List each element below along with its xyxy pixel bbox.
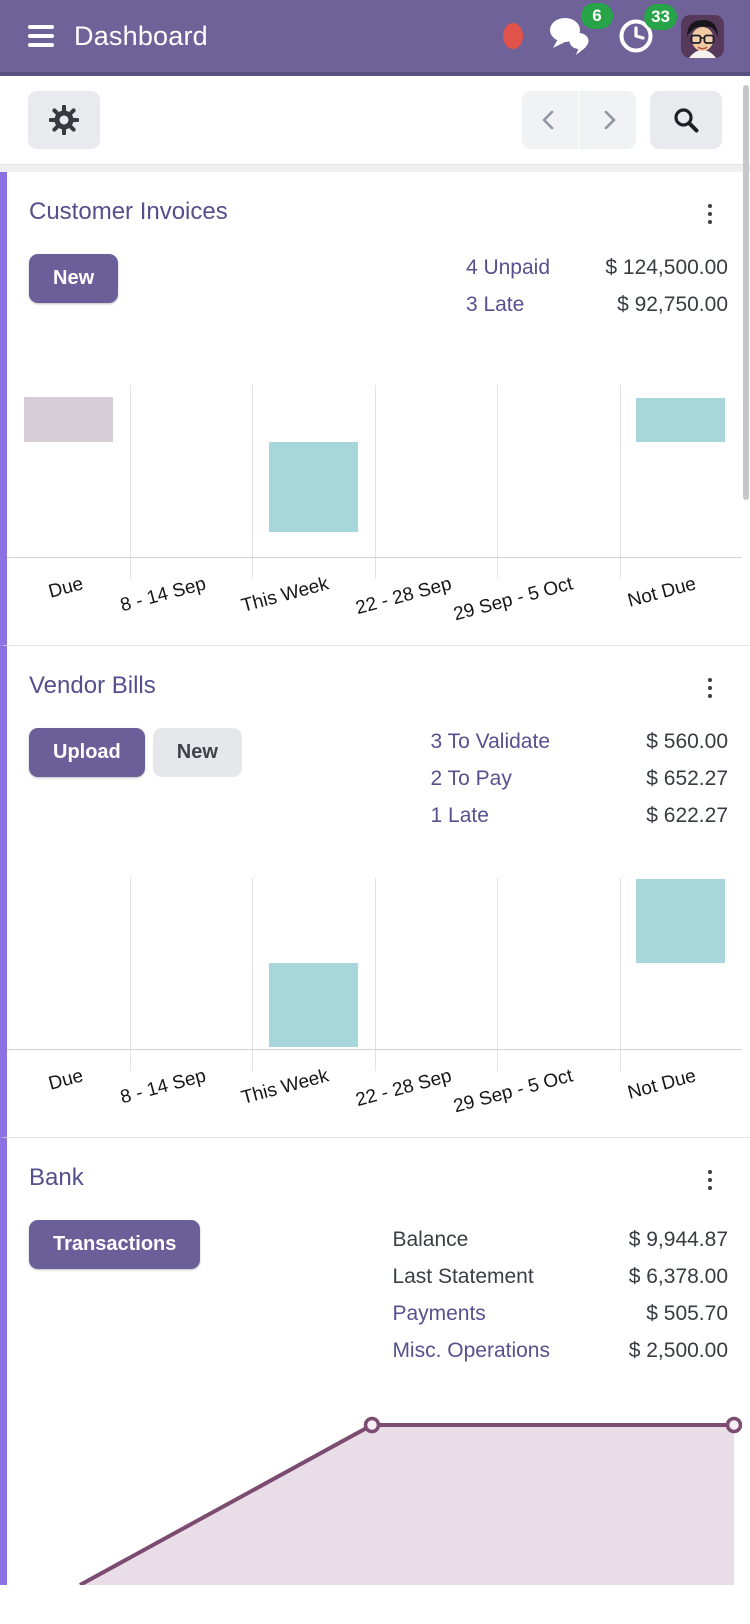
chart-x-label: This Week: [238, 573, 331, 617]
new-invoice-button[interactable]: New: [29, 254, 119, 303]
chart-bar[interactable]: [269, 963, 358, 1047]
to-validate-amount: $ 560.00: [646, 730, 728, 753]
chevron-left-icon: [542, 110, 554, 130]
messages-button[interactable]: 6: [547, 3, 613, 57]
chart-x-label: 29 Sep - 5 Oct: [451, 1065, 576, 1118]
last-statement-amount: $ 6,378.00: [628, 1265, 728, 1288]
pager-next-button[interactable]: [579, 91, 636, 149]
late-link[interactable]: 3 Late: [465, 293, 525, 316]
chart-x-label: 29 Sep - 5 Oct: [451, 573, 576, 626]
top-bar: Dashboard 6 33: [0, 0, 750, 76]
transactions-button[interactable]: Transactions: [29, 1220, 201, 1269]
chart-bar[interactable]: [636, 879, 725, 963]
chart-bar[interactable]: [269, 442, 358, 532]
kebab-menu-icon[interactable]: [700, 198, 720, 230]
chart-gridline: [252, 878, 253, 1071]
chart-x-label: 8 - 14 Sep: [118, 573, 209, 617]
page-title: Dashboard: [74, 20, 208, 51]
bill-stats: 3 To Validate $ 560.00 2 To Pay $ 652.27…: [431, 730, 728, 828]
chart-gridline: [375, 878, 376, 1071]
chart-x-label: 22 - 28 Sep: [353, 573, 454, 620]
scrollbar-thumb[interactable]: [743, 85, 749, 500]
card-title: Bank: [29, 1164, 84, 1191]
to-pay-amount: $ 652.27: [646, 767, 728, 790]
chart-x-label: Due: [46, 1065, 86, 1095]
unpaid-amount: $ 124,500.00: [605, 256, 728, 279]
search-icon: [674, 108, 699, 133]
balance-amount: $ 9,944.87: [628, 1228, 728, 1251]
kebab-menu-icon[interactable]: [700, 672, 720, 704]
payments-amount: $ 505.70: [646, 1302, 728, 1325]
pager-previous-button[interactable]: [522, 91, 579, 149]
chart-x-axis: [7, 1049, 742, 1050]
chart-bar[interactable]: [636, 398, 725, 442]
control-panel: [0, 76, 750, 165]
misc-operations-link[interactable]: Misc. Operations: [392, 1339, 550, 1362]
user-avatar[interactable]: [681, 14, 724, 58]
chart-x-label: 8 - 14 Sep: [118, 1065, 209, 1109]
status-dot-icon: [503, 23, 523, 49]
search-button[interactable]: [650, 91, 722, 149]
card-title: Vendor Bills: [29, 672, 156, 699]
line-chart-marker[interactable]: [363, 1416, 381, 1434]
late-amount: $ 92,750.00: [617, 293, 728, 316]
messages-badge: 6: [581, 3, 613, 29]
misc-operations-amount: $ 2,500.00: [628, 1339, 728, 1362]
gear-icon: [49, 105, 79, 135]
card-title: Customer Invoices: [29, 198, 228, 225]
pager: [522, 91, 636, 149]
chart-gridline: [130, 385, 131, 579]
chart-x-axis: [7, 557, 742, 558]
chart-gridline: [497, 385, 498, 579]
to-pay-link[interactable]: 2 To Pay: [430, 767, 512, 790]
invoice-stats: 4 Unpaid $ 124,500.00 3 Late $ 92,750.00: [466, 256, 728, 317]
chart-gridline: [375, 385, 376, 579]
activities-clock-icon: [619, 19, 653, 53]
chart-gridline: [497, 878, 498, 1071]
bank-card: Bank Transactions Balance $ 9,944.87 Las…: [0, 1137, 750, 1585]
chart-x-label: 22 - 28 Sep: [353, 1065, 454, 1112]
chart-bar[interactable]: [24, 397, 113, 442]
messages-icon: [550, 18, 589, 55]
vendor-bills-bar-chart[interactable]: Due 8 - 14 Sep This Week 22 - 28 Sep 29 Sep …: [7, 878, 742, 1137]
balance-label: Balance: [392, 1228, 469, 1251]
chevron-right-icon: [604, 110, 615, 130]
bank-balance-line-chart[interactable]: [7, 1381, 742, 1585]
chart-gridline: [130, 878, 131, 1071]
new-bill-button[interactable]: New: [152, 728, 242, 777]
chart-gridline: [252, 385, 253, 579]
chart-x-label: Not Due: [625, 573, 699, 612]
line-chart-marker[interactable]: [725, 1416, 742, 1434]
activities-badge: 33: [644, 4, 677, 30]
activities-button[interactable]: 33: [617, 4, 677, 56]
upload-bill-button[interactable]: Upload: [29, 728, 145, 777]
chart-x-label: Not Due: [625, 1065, 699, 1104]
customer-invoices-bar-chart[interactable]: Due 8 - 14 Sep This Week 22 - 28 Sep 29 Sep …: [7, 385, 742, 645]
unpaid-link[interactable]: 4 Unpaid: [465, 256, 550, 279]
chart-x-label: This Week: [238, 1065, 331, 1109]
chart-x-label: Due: [46, 573, 86, 603]
to-validate-link[interactable]: 3 To Validate: [430, 730, 550, 753]
settings-button[interactable]: [28, 91, 100, 149]
late-amount: $ 622.27: [646, 804, 728, 827]
late-link[interactable]: 1 Late: [430, 804, 489, 827]
customer-invoices-card: Customer Invoices New 4 Unpaid $ 124,500…: [0, 172, 750, 645]
kebab-menu-icon[interactable]: [700, 1164, 720, 1196]
chart-gridline: [620, 878, 621, 1071]
last-statement-label: Last Statement: [392, 1265, 534, 1288]
toolbar-divider: [0, 165, 750, 172]
payments-link[interactable]: Payments: [392, 1302, 486, 1325]
bank-stats: Balance $ 9,944.87 Last Statement $ 6,37…: [392, 1228, 728, 1363]
chart-gridline: [620, 385, 621, 579]
menu-icon[interactable]: [26, 21, 56, 51]
vendor-bills-card: Vendor Bills Upload New 3 To Validate $ …: [0, 645, 750, 1137]
